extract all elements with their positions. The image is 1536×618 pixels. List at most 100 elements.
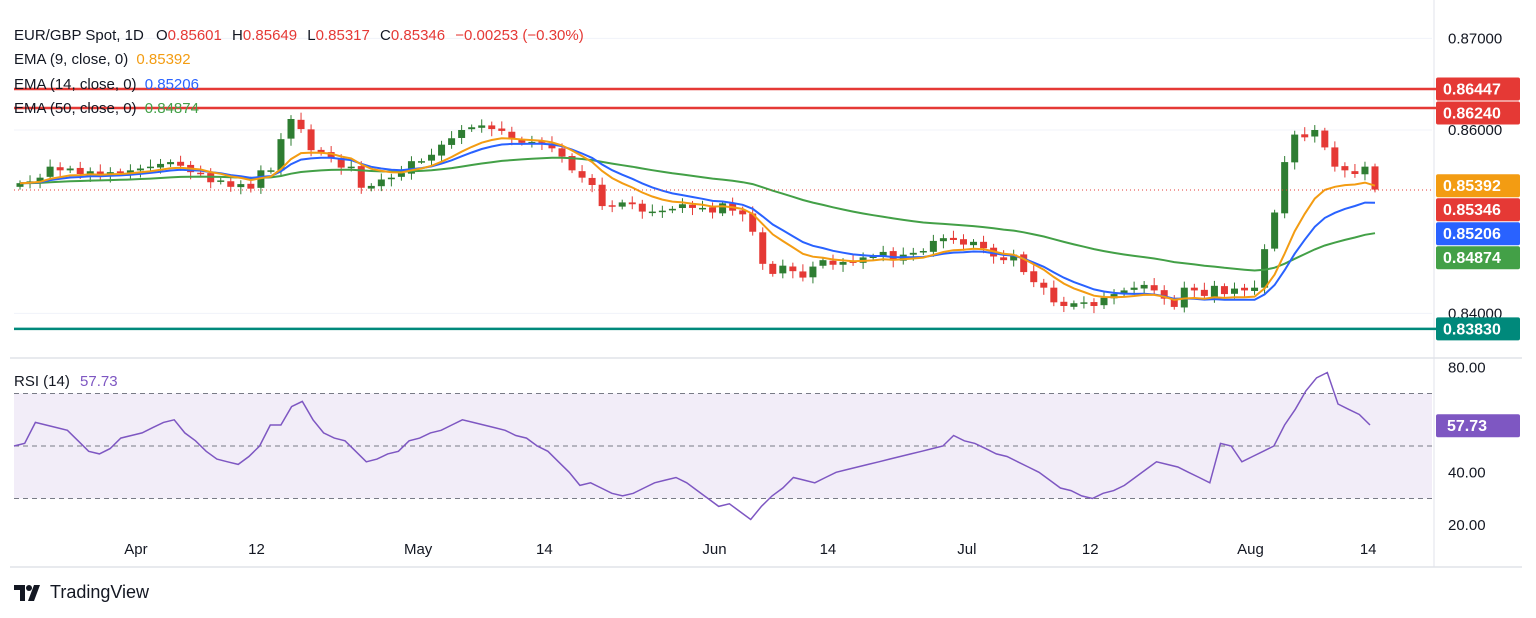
candle-body	[167, 162, 175, 165]
symbol-name: EUR/GBP Spot, 1D	[14, 27, 144, 44]
candle-body	[297, 119, 305, 130]
candle-body	[1341, 166, 1349, 171]
change-value: −0.00253 (−0.30%)	[455, 27, 584, 44]
rsi-value-tag-box	[1436, 414, 1520, 438]
candle-body	[980, 241, 988, 249]
candle-body	[1040, 282, 1048, 288]
candle-body	[458, 130, 466, 138]
price-tag-label: 0.86240	[1443, 106, 1501, 123]
candle-body	[518, 139, 526, 143]
candle-body	[779, 265, 787, 274]
candle-body	[889, 251, 897, 261]
candle-body	[197, 172, 205, 175]
ema50-legend: EMA (50, close, 0) 0.84874	[14, 100, 199, 117]
candle-body	[658, 210, 666, 213]
candle-body	[468, 127, 476, 130]
ema9-label: EMA (9, close, 0)	[14, 51, 129, 68]
price-tag-box	[1436, 101, 1520, 125]
candle-body	[719, 203, 727, 214]
candle-body	[668, 208, 676, 211]
candle-body	[277, 139, 285, 171]
ema9-legend: EMA (9, close, 0) 0.85392	[14, 51, 191, 68]
candle-body	[1210, 285, 1218, 297]
ema50-value: 0.84874	[144, 100, 199, 117]
x-axis-label: May	[404, 541, 433, 558]
candle-body	[16, 183, 24, 187]
tradingview-logo[interactable]: TradingView	[14, 582, 149, 603]
candle-body	[227, 181, 235, 187]
candle-body	[588, 177, 596, 185]
candle-body	[347, 166, 355, 169]
candle-body	[417, 161, 425, 163]
candle-body	[548, 143, 556, 149]
candle-body	[879, 251, 887, 257]
candle-body	[287, 119, 295, 139]
candle-body	[407, 161, 415, 174]
candle-body	[1060, 301, 1068, 306]
rsi-value-tag-label: 57.73	[1447, 418, 1487, 435]
candle-body	[598, 184, 606, 207]
candle-body	[1170, 297, 1178, 307]
close-value: 0.85346	[390, 27, 446, 44]
candle-body	[1190, 287, 1198, 291]
candle-body	[1271, 212, 1279, 249]
candle-body	[1110, 294, 1118, 299]
candle-body	[498, 128, 506, 131]
candle-body	[970, 241, 978, 246]
candle-body	[1100, 297, 1108, 306]
price-tag-label: 0.84874	[1443, 250, 1501, 267]
candle-body	[217, 180, 225, 182]
candle-body	[126, 170, 134, 174]
x-axis-label: Aug	[1237, 541, 1264, 558]
candle-body	[387, 177, 395, 180]
candle-body	[1321, 130, 1329, 148]
candle-body	[337, 158, 345, 168]
candle-body	[528, 141, 536, 144]
candle-body	[709, 207, 717, 213]
candle-body	[1020, 254, 1028, 273]
price-tag-label: 0.85392	[1443, 178, 1501, 195]
rsi-tick-label: 40.00	[1448, 464, 1486, 481]
candle-body	[177, 161, 185, 166]
candle-body	[367, 185, 375, 189]
candle-body	[247, 183, 255, 189]
candle-body	[1030, 271, 1038, 283]
price-tag-label: 0.85206	[1443, 226, 1501, 243]
high-value: 0.85649	[242, 27, 298, 44]
candle-body	[136, 168, 144, 171]
candle-body	[1371, 166, 1379, 190]
candle-body	[909, 252, 917, 255]
candle-body	[357, 166, 365, 188]
candle-body	[1361, 166, 1369, 175]
x-axis-label: Jul	[957, 541, 976, 558]
candle-body	[1311, 130, 1319, 137]
candle-body	[428, 154, 436, 161]
price-tag-label: 0.85346	[1443, 202, 1501, 219]
candle-body	[448, 138, 456, 145]
candle-body	[1351, 171, 1359, 174]
candle-body	[608, 205, 616, 207]
candle-body	[1150, 285, 1158, 291]
price-tag-box	[1436, 317, 1520, 341]
price-tick-label: 0.87000	[1448, 30, 1502, 47]
low-label: L	[307, 27, 316, 44]
price-tag-label: 0.86447	[1443, 82, 1501, 99]
candle-body	[267, 170, 275, 172]
candle-body	[648, 211, 656, 214]
candle-body	[799, 271, 807, 278]
candle-body	[237, 184, 245, 188]
candle-body	[36, 177, 44, 182]
candle-body	[1130, 287, 1138, 290]
x-axis-label: Apr	[124, 541, 147, 558]
candle-body	[688, 204, 696, 208]
candle-body	[146, 166, 154, 169]
ema9-value: 0.85392	[136, 51, 191, 68]
candle-body	[1230, 288, 1238, 294]
candle-body	[46, 166, 54, 177]
candle-body	[1261, 249, 1269, 288]
candle-body	[769, 263, 777, 274]
open-label: O	[155, 27, 168, 44]
candle-body	[377, 179, 385, 187]
ema14-label: EMA (14, close, 0)	[14, 76, 137, 93]
price-tag-box	[1436, 174, 1520, 198]
